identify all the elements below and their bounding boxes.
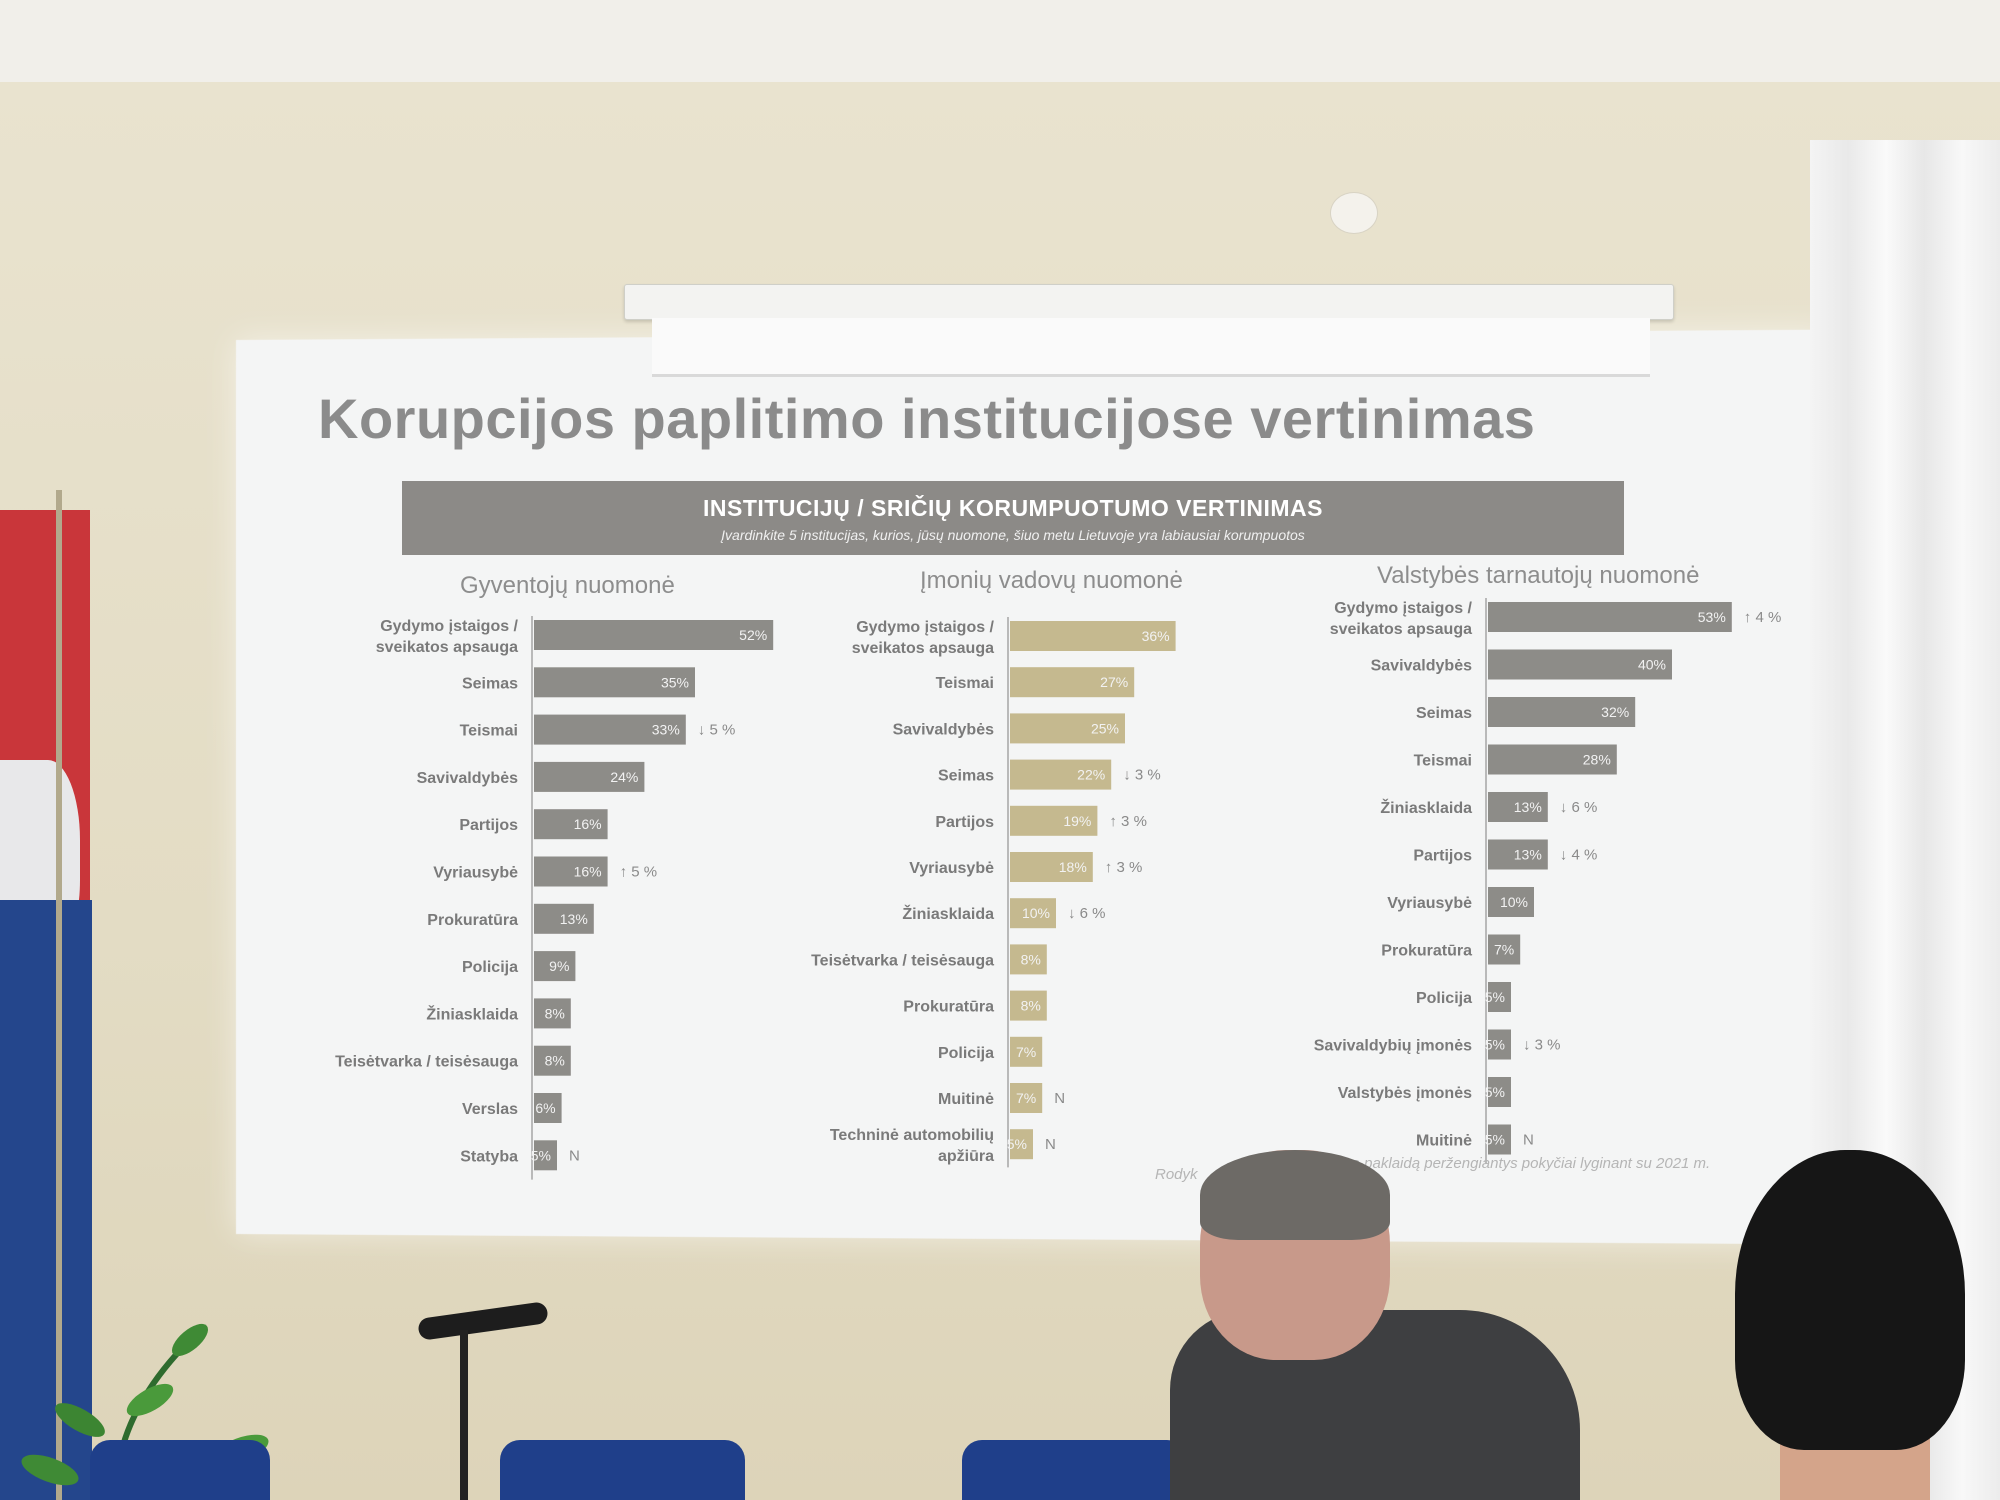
category-label: Žiniasklaida [902, 904, 994, 923]
data-label: 16% [574, 816, 602, 832]
footnote-right: inę paklaidą peržengiantys pokyčiai lygi… [1340, 1155, 1710, 1172]
data-label: 13% [1514, 847, 1542, 863]
category-label: Vyriausybė [909, 860, 994, 877]
microphone-stand [460, 1330, 468, 1500]
change-label: N [569, 1147, 580, 1164]
category-label: Policija [938, 1045, 994, 1062]
category-label: Žiniasklaida [426, 1004, 518, 1023]
category-label: Gydymo įstaigos / sveikatos apsauga [852, 619, 995, 657]
chair [500, 1440, 745, 1500]
data-label: 28% [1583, 752, 1611, 768]
data-label: 13% [560, 911, 588, 927]
category-label: Prokuratūra [1381, 943, 1472, 960]
data-label: 5% [1485, 1037, 1505, 1053]
change-label: ↓ 3 % [1123, 767, 1161, 784]
category-label: Savivaldybės [893, 721, 995, 738]
category-label: Savivaldybės [417, 770, 519, 787]
change-label: ↓ 3 % [1523, 1037, 1561, 1054]
data-label: 27% [1100, 674, 1128, 690]
category-label: Prokuratūra [903, 999, 994, 1016]
data-label: 16% [574, 864, 602, 880]
person-hair [1200, 1150, 1390, 1240]
data-label: 32% [1601, 704, 1629, 720]
bar [534, 620, 773, 650]
change-label: ↓ 5 % [698, 722, 736, 739]
data-label: 33% [652, 722, 680, 738]
category-label: Žiniasklaida [1380, 798, 1472, 817]
category-label: Partijos [1413, 848, 1472, 865]
chair [962, 1440, 1187, 1500]
change-label: ↑ 4 % [1744, 609, 1782, 626]
category-label: Partijos [935, 814, 994, 831]
data-label: 8% [1021, 998, 1041, 1014]
change-label: ↑ 3 % [1109, 813, 1147, 830]
category-label: Gydymo įstaigos / sveikatos apsauga [1330, 600, 1473, 638]
data-label: 5% [531, 1147, 551, 1163]
category-label: Vyriausybė [433, 865, 518, 882]
data-label: 8% [545, 1053, 565, 1069]
category-label: Teismai [936, 675, 994, 692]
data-label: 7% [1494, 942, 1514, 958]
category-label: Teismai [1414, 753, 1472, 770]
category-label: Teismai [460, 723, 518, 740]
category-label: Muitinė [938, 1091, 994, 1108]
data-label: 53% [1698, 609, 1726, 625]
data-label: 10% [1500, 894, 1528, 910]
category-label: Policija [462, 959, 518, 976]
data-label: 5% [1485, 989, 1505, 1005]
data-label: 9% [549, 958, 569, 974]
category-label: Teisėtvarka / teisėsauga [811, 952, 994, 969]
data-label: 35% [661, 674, 689, 690]
category-label: Teisėtvarka / teisėsauga [335, 1054, 518, 1071]
category-label: Vyriausybė [1387, 895, 1472, 912]
chair [90, 1440, 270, 1500]
data-label: 18% [1059, 859, 1087, 875]
data-label: 7% [1016, 1090, 1036, 1106]
change-label: N [1523, 1132, 1534, 1149]
category-label: Partijos [459, 817, 518, 834]
data-label: 19% [1063, 813, 1091, 829]
category-label: Seimas [462, 675, 518, 692]
data-label: 5% [1007, 1136, 1027, 1152]
category-label: Policija [1416, 990, 1472, 1007]
data-label: 5% [1485, 1084, 1505, 1100]
change-label: ↓ 6 % [1560, 799, 1598, 816]
category-label: Muitinė [1416, 1133, 1472, 1150]
data-label: 10% [1022, 905, 1050, 921]
data-label: 13% [1514, 799, 1542, 815]
category-label: Seimas [1416, 705, 1472, 722]
category-label: Valstybės įmonės [1338, 1085, 1472, 1102]
category-label: Prokuratūra [427, 912, 518, 929]
change-label: N [1045, 1136, 1056, 1153]
change-label: ↓ 4 % [1560, 847, 1598, 864]
data-label: 52% [739, 627, 767, 643]
category-label: Savivaldybės [1371, 658, 1473, 675]
data-label: 6% [535, 1100, 555, 1116]
person-hair [1735, 1150, 1965, 1450]
change-label: ↑ 3 % [1105, 859, 1143, 876]
data-label: 7% [1016, 1044, 1036, 1060]
category-label: Seimas [938, 768, 994, 785]
category-label: Gydymo įstaigos / sveikatos apsauga [376, 618, 519, 656]
data-label: 22% [1077, 767, 1105, 783]
bar [1488, 602, 1732, 632]
change-label: N [1054, 1090, 1065, 1107]
category-label: Savivaldybių įmonės [1314, 1038, 1472, 1055]
change-label: ↑ 5 % [620, 864, 658, 881]
data-label: 25% [1091, 720, 1119, 736]
data-label: 8% [1021, 951, 1041, 967]
data-label: 40% [1638, 657, 1666, 673]
category-label: Statyba [460, 1148, 518, 1165]
change-label: ↓ 6 % [1068, 905, 1106, 922]
data-label: 24% [610, 769, 638, 785]
category-label: Verslas [462, 1101, 518, 1118]
footnote-left: Rodyk [1155, 1166, 1198, 1183]
category-label: Techninė automobilių apžiūra [830, 1127, 994, 1165]
data-label: 5% [1485, 1132, 1505, 1148]
data-label: 8% [545, 1005, 565, 1021]
data-label: 36% [1142, 628, 1170, 644]
